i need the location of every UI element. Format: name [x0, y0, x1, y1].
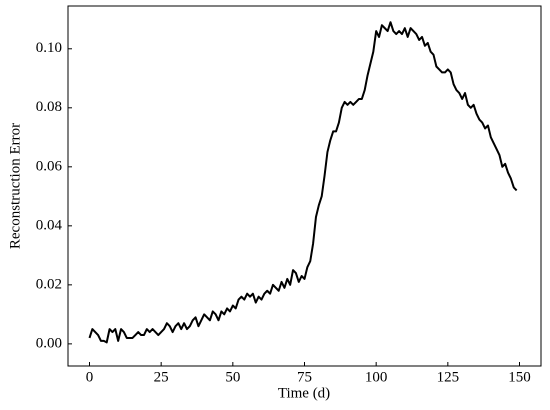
y-tick-label: 0.02	[36, 276, 62, 292]
y-tick-label: 0.10	[36, 40, 62, 56]
x-tick-label: 25	[154, 369, 169, 385]
x-tick-label: 50	[225, 369, 240, 385]
y-axis-label: Reconstruction Error	[7, 123, 23, 249]
x-tick-label: 150	[508, 369, 531, 385]
line-series	[88, 21, 518, 344]
plot-frame	[67, 5, 542, 367]
x-tick-label: 75	[297, 369, 312, 385]
x-tick-label: 125	[437, 369, 460, 385]
x-tick-label: 0	[86, 369, 94, 385]
y-tick-label: 0.06	[36, 158, 63, 174]
x-axis-label: Time (d)	[278, 385, 330, 401]
y-tick-label: 0.08	[36, 99, 62, 115]
y-tick-label: 0.04	[36, 217, 63, 233]
x-tick-label: 100	[365, 369, 388, 385]
y-tick-label: 0.00	[36, 335, 62, 351]
